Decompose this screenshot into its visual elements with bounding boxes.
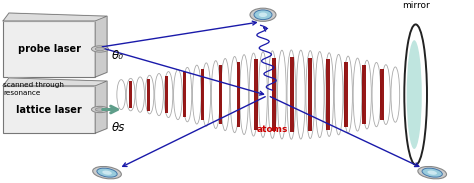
Ellipse shape xyxy=(428,171,437,175)
Polygon shape xyxy=(3,13,107,21)
Bar xyxy=(273,58,276,131)
Bar xyxy=(344,62,347,127)
Text: probe laser: probe laser xyxy=(18,44,81,54)
Bar xyxy=(3,21,95,77)
Polygon shape xyxy=(3,78,107,86)
Polygon shape xyxy=(95,16,107,77)
Polygon shape xyxy=(95,81,107,133)
Bar xyxy=(147,79,150,111)
Text: mirror: mirror xyxy=(402,1,429,10)
Ellipse shape xyxy=(422,168,442,177)
Text: lattice laser: lattice laser xyxy=(16,104,82,115)
Ellipse shape xyxy=(250,8,276,21)
Circle shape xyxy=(91,106,109,113)
Bar xyxy=(362,65,365,124)
Bar xyxy=(3,86,95,133)
Bar xyxy=(237,62,240,127)
Bar xyxy=(164,76,168,113)
Bar xyxy=(309,58,312,131)
Bar xyxy=(291,57,294,132)
Ellipse shape xyxy=(254,10,272,20)
Text: atoms: atoms xyxy=(257,125,288,134)
Ellipse shape xyxy=(407,40,422,149)
Bar xyxy=(219,65,222,124)
Bar xyxy=(326,59,329,130)
Bar xyxy=(255,59,258,130)
Circle shape xyxy=(95,108,105,111)
Bar xyxy=(182,72,186,117)
Text: θ₀: θ₀ xyxy=(112,49,124,63)
Text: scanned through
resonance: scanned through resonance xyxy=(3,82,64,96)
Ellipse shape xyxy=(259,12,267,17)
Ellipse shape xyxy=(97,168,117,177)
Bar xyxy=(201,69,204,120)
Ellipse shape xyxy=(418,167,447,179)
Circle shape xyxy=(91,46,109,52)
Circle shape xyxy=(95,47,105,51)
Ellipse shape xyxy=(93,167,121,179)
Ellipse shape xyxy=(102,171,112,175)
Bar xyxy=(380,69,383,120)
Bar xyxy=(129,81,132,108)
Text: θs: θs xyxy=(112,122,125,135)
